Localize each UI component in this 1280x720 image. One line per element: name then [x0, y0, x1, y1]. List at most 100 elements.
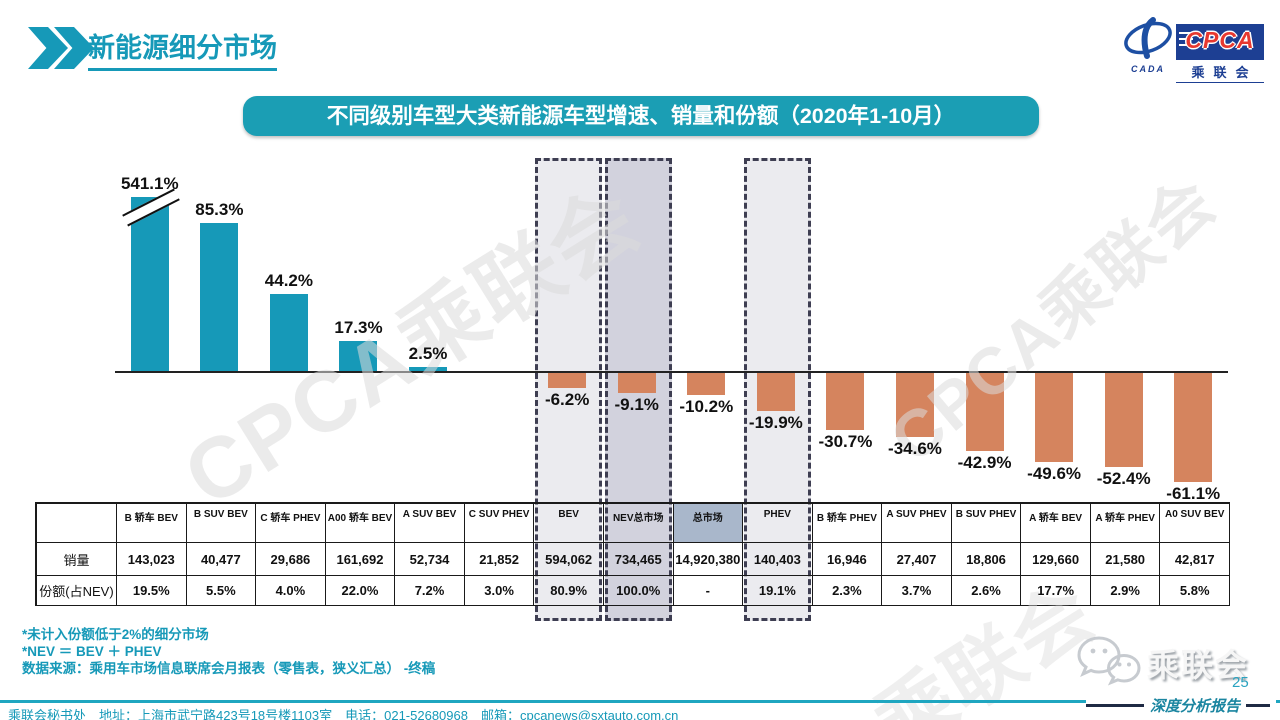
table-share-cell: 80.9% — [534, 576, 604, 606]
table-header-cell: A 轿车 BEV — [1021, 504, 1091, 543]
table-header-cell: B SUV PHEV — [951, 504, 1022, 543]
table-sales-cell: 16,946 — [812, 543, 883, 576]
growth-bar-label: -30.7% — [818, 431, 873, 451]
growth-bar — [756, 372, 795, 412]
table-share-cell: 3.7% — [882, 576, 952, 606]
table-sales-cell: 52,734 — [395, 543, 465, 576]
table-header-cell: 总市场 — [673, 504, 744, 543]
footnotes: *未计入份额低于2%的细分市场 *NEV ＝ BEV ＋ PHEV 数据来源：乘… — [22, 626, 435, 677]
logo-stripe — [1179, 32, 1197, 34]
growth-bar-label: -34.6% — [888, 438, 942, 458]
table-header-cell: B 轿车 PHEV — [812, 504, 883, 543]
table-share-cell: 2.3% — [812, 576, 883, 606]
table-sales-cell: 29,686 — [256, 543, 326, 576]
growth-bar-label: -19.9% — [748, 413, 803, 433]
wechat-icon — [1077, 636, 1141, 686]
wechat-account-name: 乘联会 — [1147, 647, 1250, 683]
table-header-cell: A SUV PHEV — [882, 504, 952, 543]
table-sales-cell: 161,692 — [325, 543, 396, 576]
growth-bar-label: -10.2% — [679, 396, 734, 416]
table-sales-cell: 734,465 — [603, 543, 674, 576]
table-sales-cell: 140,403 — [743, 543, 813, 576]
report-label: 深度分析报告 — [1150, 698, 1241, 715]
growth-bar-label: 541.1% — [120, 174, 179, 193]
table-share-cell: - — [673, 576, 744, 606]
growth-bar-label: -49.6% — [1027, 464, 1082, 484]
table-header-cell: A SUV BEV — [395, 504, 465, 543]
table-share-cell: 7.2% — [395, 576, 465, 606]
growth-bar — [1174, 372, 1213, 483]
table-sales-cell: 42,817 — [1160, 543, 1230, 576]
table-sales-cell: 594,062 — [534, 543, 604, 576]
footnote: *NEV ＝ BEV ＋ PHEV — [22, 644, 162, 659]
table-header-cell: C 轿车 PHEV — [256, 504, 326, 543]
growth-bar-label: 17.3% — [334, 317, 383, 337]
table-header-cell: A 轿车 PHEV — [1090, 504, 1161, 543]
cpca-wordmark: CPCA — [1185, 27, 1255, 53]
logo-stripe — [1179, 38, 1193, 40]
table-sales-cell: 143,023 — [117, 543, 187, 576]
growth-bar — [339, 340, 378, 371]
table-header-cell: A0 SUV BEV — [1160, 504, 1230, 543]
table-share-cell: 22.0% — [325, 576, 396, 606]
footnote: 数据来源：乘用车市场信息联席会月报表（零售表，狭义汇总） -终稿 — [22, 661, 436, 676]
table-sales-cell: 27,407 — [882, 543, 952, 576]
cpca-chinese-name: 乘联会 — [1176, 62, 1264, 83]
growth-bar — [200, 222, 239, 371]
growth-bar — [1035, 372, 1074, 463]
table-sales-cell: 21,580 — [1090, 543, 1161, 576]
table-header-cell: B SUV BEV — [186, 504, 257, 543]
table-row-header: 销量 — [37, 543, 117, 576]
growth-bar — [130, 197, 169, 371]
footer-divider — [0, 700, 1280, 703]
table-share-cell: 100.0% — [603, 576, 674, 606]
growth-bar-label: -61.1% — [1166, 484, 1221, 504]
zero-axis-line — [115, 371, 1228, 373]
contact-line: 乘联会秘书处 地址：上海市武宁路423号18号楼1103室 电话：021-526… — [8, 708, 679, 720]
tag-line — [1246, 703, 1271, 707]
growth-bar-label: 85.3% — [195, 199, 244, 219]
growth-bar-label: -6.2% — [544, 389, 590, 409]
table-share-cell: 2.6% — [951, 576, 1022, 606]
growth-bar-label: -42.9% — [957, 452, 1012, 472]
growth-bar — [687, 372, 726, 395]
table-header-cell: C SUV PHEV — [464, 504, 535, 543]
cpca-logo: CADA CPCA 乘联会 — [1120, 16, 1270, 83]
growth-bar-label: 44.2% — [264, 271, 313, 291]
growth-bar-label: 2.5% — [408, 343, 448, 363]
table-sales-cell: 21,852 — [464, 543, 535, 576]
table-header-cell: A00 轿车 BEV — [325, 504, 396, 543]
chart-banner-title: 不同级别车型大类新能源车型增速、销量和份额（2020年1-10月） — [243, 96, 1039, 136]
wechat-logo-block: 乘联会 — [1075, 634, 1275, 694]
table-header-cell: NEV总市场 — [603, 504, 674, 543]
table-share-cell: 17.7% — [1021, 576, 1091, 606]
growth-bar — [965, 372, 1004, 451]
cpca-logo-box: CPCA — [1176, 24, 1264, 60]
growth-bar-label: -9.1% — [614, 394, 659, 414]
table-header-cell: B 轿车 BEV — [117, 504, 187, 543]
nev-data-table: B 轿车 BEV B SUV BEV C 轿车 PHEV A00 轿车 BEV A SU… — [35, 502, 1230, 606]
table-share-cell: 4.0% — [256, 576, 326, 606]
table-share-cell: 3.0% — [464, 576, 535, 606]
page-number: 25 — [1232, 674, 1249, 691]
table-header-cell: BEV — [534, 504, 604, 543]
footnote: *未计入份额低于2%的细分市场 — [22, 627, 209, 642]
table-sales-cell: 40,477 — [186, 543, 257, 576]
table-sales-cell: 14,920,380 — [673, 543, 744, 576]
report-tag: 深度分析报告 — [1086, 692, 1276, 718]
table-share-cell: 2.9% — [1090, 576, 1161, 606]
table-share-cell: 5.8% — [1160, 576, 1230, 606]
cada-label: CADA — [1131, 64, 1165, 74]
growth-bar — [895, 372, 934, 437]
table-share-cell: 19.5% — [117, 576, 187, 606]
growth-bar — [826, 372, 865, 430]
growth-bar — [548, 372, 587, 388]
table-row-header: 份额(占NEV) — [37, 576, 117, 606]
table-corner-cell — [37, 504, 117, 543]
highlight-box — [535, 158, 602, 621]
growth-bar — [409, 366, 448, 371]
table-header-cell: PHEV — [743, 504, 813, 543]
table-sales-cell: 18,806 — [951, 543, 1022, 576]
